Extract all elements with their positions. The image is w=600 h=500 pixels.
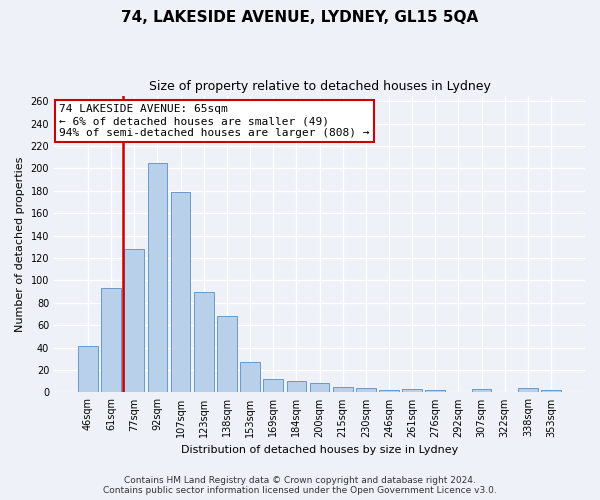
Bar xyxy=(263,379,283,392)
Title: Size of property relative to detached houses in Lydney: Size of property relative to detached ho… xyxy=(149,80,490,93)
Bar xyxy=(379,390,399,392)
Bar xyxy=(171,192,190,392)
Bar xyxy=(402,389,422,392)
Bar xyxy=(78,346,98,393)
Bar xyxy=(101,288,121,393)
Bar xyxy=(194,292,214,392)
Bar xyxy=(310,384,329,392)
Bar xyxy=(124,249,144,392)
Bar xyxy=(333,387,353,392)
Bar xyxy=(472,389,491,392)
Bar xyxy=(425,390,445,392)
Text: Contains HM Land Registry data © Crown copyright and database right 2024.
Contai: Contains HM Land Registry data © Crown c… xyxy=(103,476,497,495)
Bar xyxy=(541,390,561,392)
Bar xyxy=(518,388,538,392)
Bar xyxy=(356,388,376,392)
Text: 74, LAKESIDE AVENUE, LYDNEY, GL15 5QA: 74, LAKESIDE AVENUE, LYDNEY, GL15 5QA xyxy=(121,10,479,25)
Text: 74 LAKESIDE AVENUE: 65sqm
← 6% of detached houses are smaller (49)
94% of semi-d: 74 LAKESIDE AVENUE: 65sqm ← 6% of detach… xyxy=(59,104,370,138)
X-axis label: Distribution of detached houses by size in Lydney: Distribution of detached houses by size … xyxy=(181,445,458,455)
Bar xyxy=(240,362,260,392)
Y-axis label: Number of detached properties: Number of detached properties xyxy=(15,156,25,332)
Bar xyxy=(148,163,167,392)
Bar xyxy=(287,381,306,392)
Bar xyxy=(217,316,237,392)
